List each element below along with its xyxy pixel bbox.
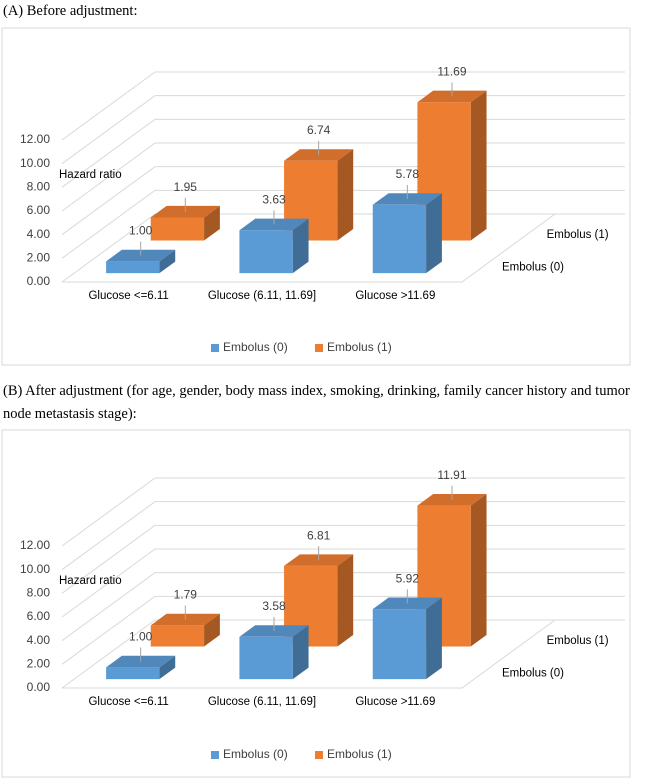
value-label: 3.58 bbox=[262, 599, 286, 613]
bar-side bbox=[292, 625, 309, 680]
y-tick-label: 4.00 bbox=[27, 227, 51, 241]
bar-top bbox=[239, 625, 309, 637]
y-tick-label: 10.00 bbox=[20, 156, 50, 170]
bar-side bbox=[470, 90, 487, 241]
legend-label: Embolus (1) bbox=[327, 747, 392, 761]
legend-label: Embolus (0) bbox=[223, 747, 288, 761]
y-tick-label: 8.00 bbox=[27, 180, 51, 194]
depth-label: Embolus (1) bbox=[547, 635, 609, 647]
legend-swatch bbox=[211, 751, 219, 759]
bar-side bbox=[470, 494, 487, 647]
depth-label: Embolus (0) bbox=[502, 667, 564, 679]
legend-swatch bbox=[315, 344, 323, 352]
y-tick-label: 8.00 bbox=[27, 586, 51, 600]
chart-frame bbox=[1, 429, 631, 778]
y-tick-label: 2.00 bbox=[27, 657, 51, 671]
x-tick-label: Glucose (6.11, 11.69] bbox=[208, 290, 316, 302]
y-tick-label: 2.00 bbox=[27, 251, 51, 265]
y-tick-label: 12.00 bbox=[20, 538, 50, 552]
bar bbox=[372, 204, 427, 274]
value-label: 1.95 bbox=[174, 180, 198, 194]
value-label: 6.81 bbox=[307, 528, 331, 542]
value-label: 1.00 bbox=[129, 630, 153, 644]
bar bbox=[106, 261, 160, 274]
bar-side bbox=[159, 655, 176, 680]
grid-line bbox=[61, 71, 625, 141]
bar bbox=[150, 217, 205, 241]
legend-swatch bbox=[315, 751, 323, 759]
legend-label: Embolus (0) bbox=[223, 340, 288, 354]
bar-side bbox=[204, 613, 220, 647]
y-tick-label: 10.00 bbox=[20, 562, 50, 576]
bar-side bbox=[159, 249, 176, 274]
value-label: 1.00 bbox=[129, 224, 153, 238]
floor-edge bbox=[62, 213, 556, 283]
y-tick-label: 6.00 bbox=[27, 203, 51, 217]
bar-side bbox=[426, 597, 442, 680]
bar bbox=[239, 636, 293, 680]
bar bbox=[239, 230, 293, 274]
x-tick-label: Glucose <=6.11 bbox=[88, 696, 168, 708]
x-tick-label: Glucose >11.69 bbox=[355, 290, 435, 302]
chart-frame bbox=[1, 27, 631, 366]
bar-side bbox=[337, 554, 354, 647]
y-axis-label: Hazard ratio bbox=[59, 169, 122, 181]
x-tick-label: Glucose >11.69 bbox=[355, 696, 435, 708]
depth-label: Embolus (1) bbox=[547, 229, 609, 241]
bar-side bbox=[426, 193, 442, 274]
bar-top bbox=[150, 205, 220, 218]
y-tick-label: 0.00 bbox=[27, 274, 51, 288]
value-label: 11.91 bbox=[437, 468, 466, 482]
depth-label: Embolus (0) bbox=[502, 261, 564, 273]
y-tick-label: 12.00 bbox=[20, 132, 50, 146]
value-label: 1.79 bbox=[174, 588, 198, 602]
value-label: 5.92 bbox=[396, 571, 420, 585]
caption: (B) After adjustment (for age, gender, b… bbox=[3, 383, 630, 422]
bar bbox=[150, 625, 205, 647]
caption: (A) Before adjustment: bbox=[3, 3, 138, 19]
bar-side bbox=[204, 205, 220, 241]
bar bbox=[372, 609, 427, 680]
value-label: 6.74 bbox=[307, 123, 331, 137]
floor-edge bbox=[62, 619, 556, 689]
x-tick-label: Glucose (6.11, 11.69] bbox=[208, 696, 316, 708]
x-tick-label: Glucose <=6.11 bbox=[88, 290, 168, 302]
y-tick-label: 4.00 bbox=[27, 633, 51, 647]
value-label: 11.69 bbox=[437, 65, 466, 79]
legend-swatch bbox=[211, 344, 219, 352]
y-tick-label: 6.00 bbox=[27, 609, 51, 623]
y-tick-label: 0.00 bbox=[27, 680, 51, 694]
legend-label: Embolus (1) bbox=[327, 340, 392, 354]
grid-line bbox=[61, 477, 625, 547]
value-label: 3.63 bbox=[262, 193, 286, 207]
y-axis-label: Hazard ratio bbox=[59, 575, 122, 587]
bar-side bbox=[337, 149, 354, 241]
bar bbox=[106, 667, 160, 680]
bar-side bbox=[292, 218, 309, 274]
value-label: 5.78 bbox=[396, 167, 420, 181]
